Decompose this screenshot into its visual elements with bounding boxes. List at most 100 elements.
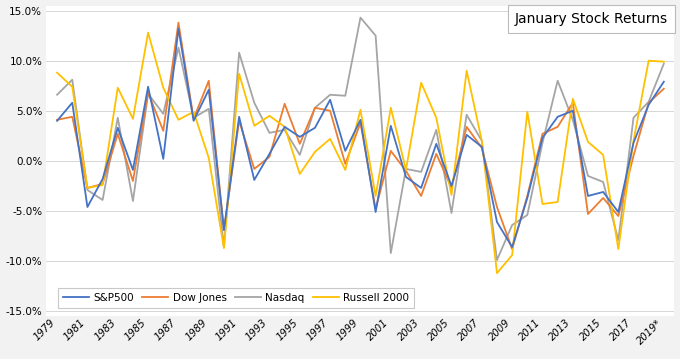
Nasdaq [205,107,213,111]
S&P500 [174,27,182,31]
Nasdaq [402,167,410,171]
S&P500 [508,245,516,249]
Russell 2000 [341,168,350,172]
Dow Jones [539,132,547,136]
Nasdaq [417,170,425,174]
Russell 2000 [584,140,592,144]
Nasdaq [599,180,607,184]
Nasdaq [159,112,167,116]
S&P500 [326,98,334,102]
S&P500 [235,115,243,119]
Nasdaq [129,199,137,203]
S&P500 [265,152,273,156]
Russell 2000 [523,109,531,114]
S&P500 [523,196,531,200]
S&P500 [99,177,107,181]
Dow Jones [508,247,516,251]
Russell 2000 [99,183,107,187]
S&P500 [493,220,501,224]
Dow Jones [371,207,379,211]
Russell 2000 [402,168,410,172]
Nasdaq [387,251,395,255]
Russell 2000 [432,116,441,120]
Dow Jones [68,115,76,119]
Dow Jones [645,101,653,105]
Dow Jones [630,154,638,158]
Russell 2000 [281,125,289,129]
Nasdaq [356,15,364,20]
Dow Jones [99,182,107,186]
Dow Jones [129,179,137,183]
S&P500 [371,210,379,214]
Nasdaq [523,213,531,217]
Nasdaq [53,93,61,97]
S&P500 [447,184,456,188]
Dow Jones [387,149,395,153]
S&P500 [478,145,486,149]
Dow Jones [326,109,334,113]
Russell 2000 [447,193,456,197]
Nasdaq [508,223,516,227]
Dow Jones [144,90,152,95]
Dow Jones [311,106,319,110]
Nasdaq [265,131,273,135]
Nasdaq [174,46,182,50]
S&P500 [190,119,198,123]
Russell 2000 [296,172,304,176]
Dow Jones [205,79,213,83]
Russell 2000 [478,139,486,143]
Nasdaq [493,258,501,262]
Russell 2000 [235,71,243,76]
Dow Jones [220,228,228,232]
S&P500 [387,123,395,128]
Dow Jones [447,186,456,190]
S&P500 [584,194,592,198]
S&P500 [68,101,76,105]
Russell 2000 [660,60,668,64]
S&P500 [554,115,562,119]
S&P500 [417,186,425,190]
Russell 2000 [159,85,167,90]
Line: Russell 2000: Russell 2000 [57,33,664,273]
S&P500 [341,149,350,153]
Nasdaq [84,188,92,192]
S&P500 [129,168,137,172]
Dow Jones [296,142,304,146]
Dow Jones [84,186,92,190]
Nasdaq [250,101,258,105]
Russell 2000 [554,200,562,204]
Dow Jones [478,146,486,150]
Russell 2000 [129,117,137,121]
Dow Jones [281,102,289,106]
S&P500 [539,136,547,140]
Nasdaq [568,118,577,122]
S&P500 [159,157,167,161]
Dow Jones [53,118,61,122]
S&P500 [645,103,653,107]
Russell 2000 [508,253,516,257]
Nasdaq [584,174,592,178]
Russell 2000 [645,59,653,63]
Nasdaq [554,79,562,83]
Nasdaq [281,128,289,132]
Nasdaq [99,198,107,202]
S&P500 [53,119,61,123]
Russell 2000 [144,31,152,35]
Russell 2000 [174,118,182,122]
Nasdaq [478,139,486,143]
S&P500 [568,109,577,113]
Nasdaq [539,141,547,145]
Dow Jones [523,194,531,198]
Russell 2000 [84,186,92,190]
S&P500 [630,141,638,145]
Nasdaq [114,116,122,120]
Line: S&P500: S&P500 [57,29,664,247]
Nasdaq [68,78,76,82]
S&P500 [599,190,607,194]
Dow Jones [341,162,350,166]
S&P500 [614,210,622,214]
S&P500 [311,126,319,130]
Russell 2000 [493,271,501,275]
Dow Jones [599,196,607,200]
Dow Jones [660,87,668,91]
